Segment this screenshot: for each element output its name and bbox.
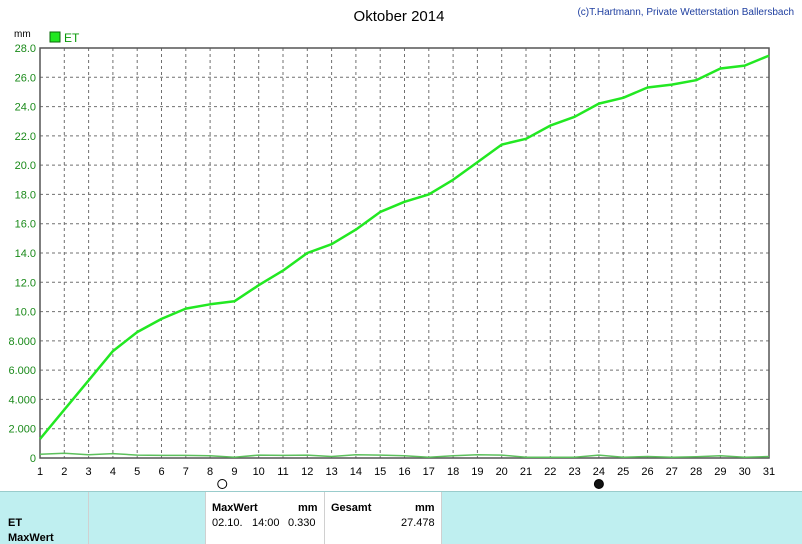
x-tick-label: 20: [496, 466, 508, 478]
max-time: 14:00: [252, 517, 280, 529]
plot-frame: [39, 47, 770, 459]
x-tick-label: 3: [86, 466, 92, 478]
x-tick-label: 16: [398, 466, 410, 478]
legend-swatch: [49, 31, 61, 43]
x-tick-label: 26: [641, 466, 653, 478]
x-tick-label: 2: [61, 466, 67, 478]
x-tick-label: 12: [301, 466, 313, 478]
max-date: 02.10.: [212, 517, 243, 529]
x-tick-label: 19: [471, 466, 483, 478]
max-header: MaxWert: [212, 502, 258, 514]
x-tick-label: 25: [617, 466, 629, 478]
x-tick-label: 4: [110, 466, 116, 478]
x-tick-label: 11: [277, 466, 288, 478]
x-tick-label: 28: [690, 466, 702, 478]
y-tick-label: 28.0: [15, 43, 36, 55]
y-tick-label: 22.0: [15, 131, 36, 143]
y-tick-label: 24.0: [15, 102, 36, 114]
x-tick-label: 14: [350, 466, 362, 478]
chart: Oktober 2014 (c)T.Hartmann, Private Wett…: [8, 7, 794, 489]
moon-phases: [217, 479, 604, 489]
footer-total-col: Gesamt mm 27.478: [325, 492, 442, 544]
x-tick-label: 27: [666, 466, 678, 478]
series-line-et: [39, 54, 770, 440]
x-tick-label: 13: [325, 466, 337, 478]
footer-series-label: ET: [8, 517, 23, 529]
x-axis-ticks: 1 2 3 4 5 6 7 8 9 10 11 12 13 14 15 16 17 18 19 20 21 22 23 24 2…: [37, 466, 775, 478]
x-tick-label: 17: [423, 466, 435, 478]
chart-title: Oktober 2014: [354, 8, 445, 25]
x-tick-label: 29: [714, 466, 726, 478]
x-tick-label: 23: [568, 466, 580, 478]
x-tick-label: 9: [231, 466, 237, 478]
x-tick-label: 24: [593, 466, 605, 478]
x-tick-label: 15: [374, 466, 386, 478]
series-group: [39, 54, 770, 459]
footer-rest: [442, 492, 802, 544]
x-tick-label: 22: [544, 466, 556, 478]
grid: [40, 48, 769, 458]
y-tick-label: 14.0: [15, 248, 36, 260]
y-axis-ticks: 0 2.000 4.000 6.000 8.000 10.0 12.0 14.0 16.0 18.…: [8, 43, 36, 465]
footer-panel: ET MaxWert MaxWert mm 02.10. 14:00 0.330…: [0, 491, 802, 544]
y-tick-label: 4.000: [8, 394, 36, 406]
x-tick-label: 8: [207, 466, 213, 478]
y-tick-label: 16.0: [15, 219, 36, 231]
y-tick-label: 18.0: [15, 189, 36, 201]
series-line-hourly: [39, 452, 770, 459]
x-tick-label: 18: [447, 466, 459, 478]
max-unit: mm: [298, 502, 318, 514]
total-unit: mm: [415, 502, 435, 514]
x-tick-label: 30: [739, 466, 751, 478]
footer-label-col: ET MaxWert: [0, 492, 89, 544]
x-tick-label: 7: [183, 466, 189, 478]
new-moon-icon: [593, 479, 604, 489]
full-moon-icon: [217, 479, 228, 489]
y-tick-label: 0: [30, 453, 36, 465]
legend-label: ET: [64, 31, 80, 45]
x-tick-label: 1: [37, 466, 43, 478]
y-tick-label: 2.000: [8, 424, 36, 436]
y-tick-label: 12.0: [15, 277, 36, 289]
y-tick-label: 10.0: [15, 307, 36, 319]
total-value: 27.478: [401, 517, 435, 529]
y-unit-label: mm: [14, 29, 31, 40]
x-tick-label: 5: [134, 466, 140, 478]
footer-empty-col: [89, 492, 206, 544]
x-tick-label: 31: [763, 466, 775, 478]
footer-max-col: MaxWert mm 02.10. 14:00 0.330: [206, 492, 325, 544]
x-tick-label: 10: [253, 466, 265, 478]
footer-row2-label: MaxWert: [8, 532, 54, 544]
y-tick-label: 6.000: [8, 365, 36, 377]
y-tick-label: 20.0: [15, 160, 36, 172]
x-tick-label: 6: [158, 466, 164, 478]
y-tick-label: 26.0: [15, 72, 36, 84]
x-tick-label: 21: [520, 466, 532, 478]
y-tick-label: 8.000: [8, 336, 36, 348]
copyright-text: (c)T.Hartmann, Private Wetterstation Bal…: [577, 7, 794, 18]
max-value: 0.330: [288, 517, 316, 529]
total-header: Gesamt: [331, 502, 372, 514]
